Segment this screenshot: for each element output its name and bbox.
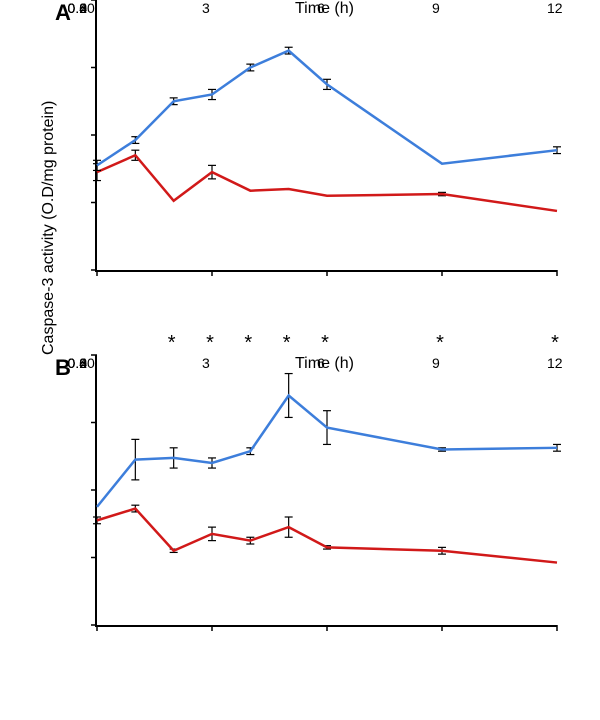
xtick-label: 0 <box>87 355 95 371</box>
significance-star: * <box>283 332 291 355</box>
xlabel-B: Time (h) <box>295 355 354 373</box>
ytick-label: 0.8 <box>68 355 87 371</box>
xtick-label: 12 <box>547 0 563 16</box>
significance-star: * <box>321 332 329 355</box>
plot-area-A <box>95 0 557 272</box>
series-blue <box>97 51 557 166</box>
series-red <box>97 155 557 211</box>
significance-star: * <box>168 332 176 355</box>
xtick-label: 0 <box>87 0 95 16</box>
panel-A: A00.20.40.60.8036912Caspase-9 activity (… <box>0 0 600 355</box>
xtick-label: 9 <box>432 0 440 16</box>
significance-star: * <box>551 332 559 355</box>
ytick-label: 0.8 <box>68 0 87 16</box>
significance-star: * <box>206 332 214 355</box>
panel-B: B00.20.40.60.8036912Caspase-3 activity (… <box>0 355 600 715</box>
figure: A00.20.40.60.8036912Caspase-9 activity (… <box>0 0 600 720</box>
xlabel-A: Time (h) <box>295 0 354 18</box>
xtick-label: 9 <box>432 355 440 371</box>
xtick-label: 3 <box>202 355 210 371</box>
significance-star: * <box>244 332 252 355</box>
xtick-label: 12 <box>547 355 563 371</box>
xtick-label: 3 <box>202 0 210 16</box>
significance-star: * <box>436 332 444 355</box>
series-red <box>97 509 557 563</box>
plot-area-B <box>95 355 557 627</box>
ylabel-B: Caspase-3 activity (O.D/mg protein) <box>40 101 58 355</box>
